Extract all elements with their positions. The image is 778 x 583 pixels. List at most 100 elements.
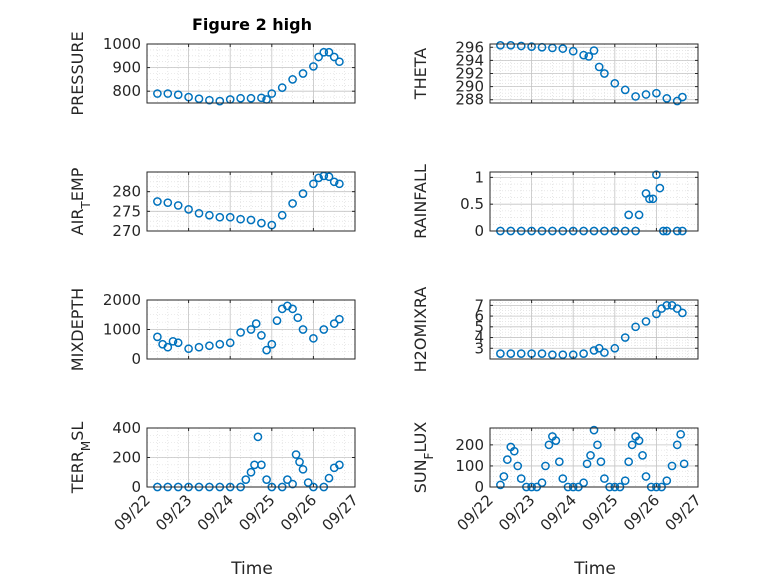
x-axis-label-left: Time — [230, 559, 273, 579]
data-point — [558, 350, 568, 360]
y-axis-label-theta: THETA — [411, 48, 430, 100]
data-point — [652, 309, 661, 319]
data-point — [163, 342, 173, 352]
data-point — [319, 325, 329, 334]
data-point — [215, 96, 225, 106]
data-point — [314, 52, 323, 62]
data-point — [627, 440, 637, 450]
data-point — [655, 183, 665, 193]
data-point — [506, 40, 516, 50]
data-point — [173, 201, 183, 210]
data-point — [620, 476, 630, 486]
data-point — [277, 210, 287, 220]
data-point — [631, 322, 640, 332]
data-point — [324, 47, 334, 57]
data-point — [589, 346, 599, 355]
data-point — [620, 333, 630, 342]
data-point — [277, 83, 287, 93]
data-point — [652, 88, 661, 98]
y-axis-label-air-temp: AIRTEMP — [68, 167, 93, 235]
data-point — [582, 459, 592, 469]
data-point — [272, 316, 282, 325]
data-point — [676, 429, 686, 439]
data-point — [246, 93, 256, 103]
data-point — [298, 189, 308, 198]
y-tick-label: 1000 — [103, 35, 141, 53]
data-point — [496, 40, 505, 50]
data-point — [541, 461, 550, 471]
data-point — [236, 328, 245, 337]
axes-box — [146, 43, 356, 104]
subplot-pressure: 800 900 1000 PRESSURE — [68, 31, 356, 116]
y-axis-label-pressure: PRESSURE — [68, 31, 87, 115]
data-point — [335, 314, 344, 324]
data-point — [295, 457, 304, 467]
data-point — [499, 472, 509, 481]
y-tick-label: 280 — [112, 183, 141, 201]
y-tick-label: 200 — [112, 449, 141, 467]
data-point — [184, 205, 193, 214]
data-point — [194, 94, 204, 104]
data-point — [215, 212, 225, 222]
y-tick-label: 4 — [474, 329, 484, 347]
y-tick-label: 400 — [112, 419, 141, 437]
data-point — [634, 210, 644, 220]
data-point — [641, 317, 651, 326]
y-tick-label: 800 — [112, 82, 141, 100]
y-tick-label: 900 — [112, 59, 141, 77]
data-point — [600, 69, 609, 78]
data-point — [309, 334, 318, 343]
data-point — [153, 332, 162, 342]
data-point — [652, 170, 661, 180]
data-point — [554, 457, 564, 467]
data-point — [298, 69, 308, 78]
y-tick-label: 0 — [474, 478, 484, 496]
x-axis-label-right: Time — [573, 559, 616, 579]
data-point — [194, 342, 204, 352]
y-tick-label: 275 — [112, 202, 141, 220]
data-point — [610, 343, 620, 353]
data-point — [596, 457, 606, 467]
axes-box — [489, 427, 699, 488]
data-point — [153, 197, 162, 206]
y-tick-label: 0 — [131, 478, 141, 496]
data-point — [288, 304, 297, 314]
data-point — [329, 319, 339, 328]
y-tick-label: 290 — [455, 78, 484, 96]
data-point — [667, 461, 677, 471]
y-tick-label: 296 — [455, 38, 484, 56]
data-point — [267, 339, 277, 349]
data-point — [579, 478, 588, 488]
data-point — [303, 478, 313, 487]
y-tick-label: 100 — [455, 457, 484, 475]
subplot-mixdepth: 0 1000 2000 MIXDEPTH — [68, 288, 356, 371]
data-point — [516, 474, 526, 483]
data-point — [558, 474, 568, 483]
data-point — [241, 475, 251, 484]
data-point — [324, 172, 334, 182]
data-point — [257, 93, 266, 103]
data-point — [163, 198, 173, 208]
data-point — [291, 450, 301, 459]
y-axis-label-mixdepth: MIXDEPTH — [68, 288, 87, 371]
data-point — [205, 210, 214, 220]
data-point — [678, 92, 687, 102]
y-tick-label: 6 — [474, 307, 484, 325]
data-point — [194, 208, 204, 218]
data-point — [624, 457, 634, 467]
data-point — [251, 319, 261, 328]
data-point — [314, 173, 323, 183]
data-point — [246, 467, 256, 477]
y-tick-label: 270 — [112, 222, 141, 240]
data-point — [513, 461, 523, 471]
data-point — [335, 179, 344, 189]
y-axis-label-rainfall: RAINFALL — [411, 164, 430, 239]
data-point — [225, 338, 235, 348]
data-point — [527, 42, 536, 51]
data-point — [173, 90, 183, 100]
data-point — [153, 89, 162, 98]
data-point — [537, 349, 547, 358]
data-point — [586, 451, 595, 460]
data-point — [253, 432, 263, 442]
data-point — [329, 177, 339, 187]
